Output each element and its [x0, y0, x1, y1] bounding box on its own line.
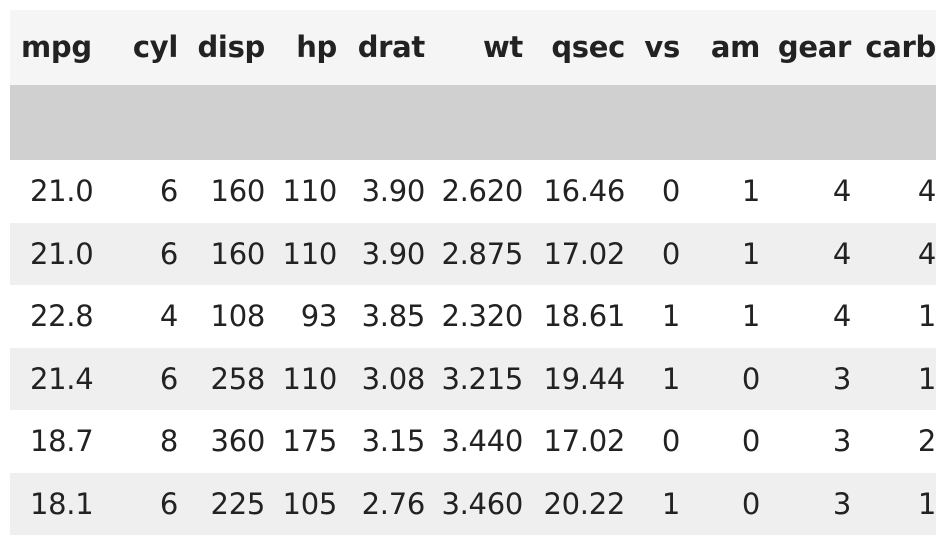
cell-drat: 3.90: [337, 160, 425, 223]
cell-am: 1: [680, 223, 760, 286]
cell-mpg: 18.1: [10, 473, 102, 535]
table-row: 18.7 8 360 175 3.15 3.440 17.02 0 0 3 2: [10, 410, 936, 473]
cell-mpg: 18.7: [10, 410, 102, 473]
cell-am: 1: [680, 160, 760, 223]
cell-carb: 1: [851, 348, 936, 411]
data-table-container: mpg cyl disp hp drat wt qsec vs am gear …: [10, 10, 925, 535]
cell-carb: 2: [851, 410, 936, 473]
cell-vs: 1: [625, 473, 680, 535]
cell-carb: 4: [851, 223, 936, 286]
cell-gear: 3: [760, 410, 851, 473]
cell-hp: 93: [265, 285, 337, 348]
column-header-wt: wt: [425, 10, 523, 85]
cell-vs: 1: [625, 285, 680, 348]
cell-disp: 160: [178, 223, 265, 286]
cell-vs: 0: [625, 223, 680, 286]
cell-am: 1: [680, 285, 760, 348]
cell-cyl: 8: [102, 410, 178, 473]
cell-mpg: 21.0: [10, 160, 102, 223]
cell-cyl: 6: [102, 160, 178, 223]
column-header-gear: gear: [760, 10, 851, 85]
cell-drat: 3.90: [337, 223, 425, 286]
cell-qsec: 19.44: [523, 348, 625, 411]
table-row: 21.0 6 160 110 3.90 2.620 16.46 0 1 4 4: [10, 160, 936, 223]
column-header-am: am: [680, 10, 760, 85]
cell-disp: 258: [178, 348, 265, 411]
cell-mpg: 22.8: [10, 285, 102, 348]
table-row: 21.0 6 160 110 3.90 2.875 17.02 0 1 4 4: [10, 223, 936, 286]
cell-carb: 1: [851, 285, 936, 348]
header-divider-line: [10, 85, 936, 160]
cell-cyl: 4: [102, 285, 178, 348]
cell-drat: 3.15: [337, 410, 425, 473]
cell-hp: 110: [265, 160, 337, 223]
header-row: mpg cyl disp hp drat wt qsec vs am gear …: [10, 10, 936, 85]
cell-vs: 0: [625, 160, 680, 223]
cell-cyl: 6: [102, 348, 178, 411]
cell-carb: 4: [851, 160, 936, 223]
cell-gear: 3: [760, 473, 851, 535]
cell-gear: 4: [760, 285, 851, 348]
cell-carb: 1: [851, 473, 936, 535]
data-table: mpg cyl disp hp drat wt qsec vs am gear …: [10, 10, 936, 535]
cell-wt: 3.460: [425, 473, 523, 535]
column-header-vs: vs: [625, 10, 680, 85]
cell-drat: 3.85: [337, 285, 425, 348]
cell-vs: 0: [625, 410, 680, 473]
cell-am: 0: [680, 410, 760, 473]
cell-qsec: 17.02: [523, 410, 625, 473]
table-row: 22.8 4 108 93 3.85 2.320 18.61 1 1 4 1: [10, 285, 936, 348]
column-header-disp: disp: [178, 10, 265, 85]
cell-vs: 1: [625, 348, 680, 411]
cell-mpg: 21.4: [10, 348, 102, 411]
header-divider: [10, 85, 936, 160]
column-header-mpg: mpg: [10, 10, 102, 85]
column-header-drat: drat: [337, 10, 425, 85]
cell-cyl: 6: [102, 223, 178, 286]
cell-wt: 2.320: [425, 285, 523, 348]
cell-drat: 2.76: [337, 473, 425, 535]
cell-qsec: 18.61: [523, 285, 625, 348]
cell-wt: 2.875: [425, 223, 523, 286]
cell-gear: 4: [760, 160, 851, 223]
table-header: mpg cyl disp hp drat wt qsec vs am gear …: [10, 10, 936, 160]
column-header-cyl: cyl: [102, 10, 178, 85]
cell-disp: 225: [178, 473, 265, 535]
cell-am: 0: [680, 348, 760, 411]
cell-gear: 4: [760, 223, 851, 286]
table-row: 18.1 6 225 105 2.76 3.460 20.22 1 0 3 1: [10, 473, 936, 535]
cell-gear: 3: [760, 348, 851, 411]
cell-mpg: 21.0: [10, 223, 102, 286]
cell-qsec: 16.46: [523, 160, 625, 223]
cell-wt: 3.440: [425, 410, 523, 473]
cell-wt: 2.620: [425, 160, 523, 223]
column-header-carb: carb: [851, 10, 936, 85]
cell-am: 0: [680, 473, 760, 535]
cell-hp: 110: [265, 223, 337, 286]
cell-cyl: 6: [102, 473, 178, 535]
cell-disp: 160: [178, 160, 265, 223]
cell-wt: 3.215: [425, 348, 523, 411]
cell-disp: 108: [178, 285, 265, 348]
cell-qsec: 20.22: [523, 473, 625, 535]
column-header-hp: hp: [265, 10, 337, 85]
cell-hp: 175: [265, 410, 337, 473]
cell-hp: 105: [265, 473, 337, 535]
cell-drat: 3.08: [337, 348, 425, 411]
cell-disp: 360: [178, 410, 265, 473]
cell-qsec: 17.02: [523, 223, 625, 286]
table-row: 21.4 6 258 110 3.08 3.215 19.44 1 0 3 1: [10, 348, 936, 411]
column-header-qsec: qsec: [523, 10, 625, 85]
cell-hp: 110: [265, 348, 337, 411]
